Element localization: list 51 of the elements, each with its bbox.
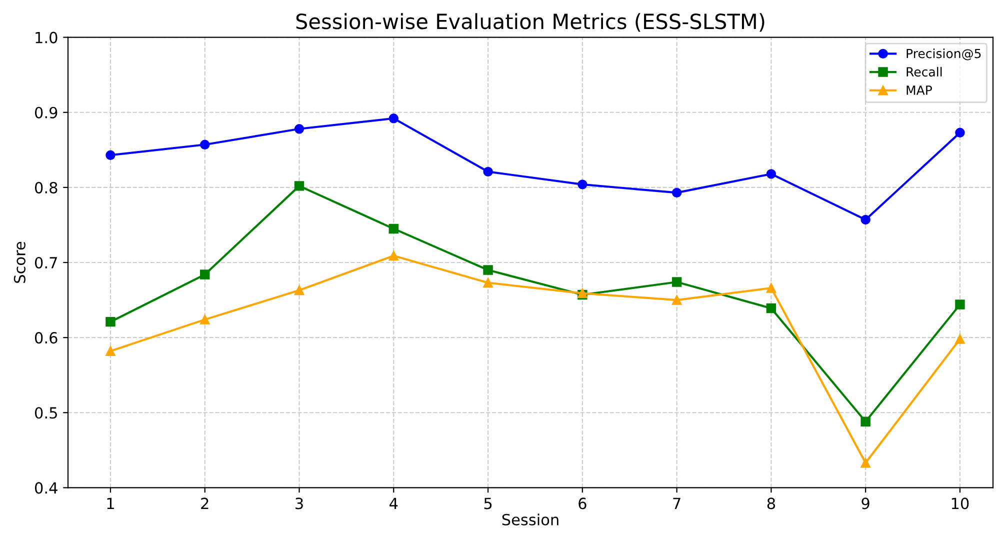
point: [294, 285, 304, 296]
point: [200, 314, 210, 324]
point: [860, 416, 870, 426]
x-tick-label: 4: [390, 498, 398, 510]
point: [672, 277, 682, 287]
point: [955, 300, 965, 310]
point: [860, 214, 870, 225]
point: [955, 334, 965, 344]
point: [200, 270, 210, 280]
point: [294, 181, 304, 191]
point: [766, 303, 776, 314]
chart-title: Session-wise Evaluation Metrics (ESS-SLSTM): [296, 13, 764, 32]
y-tick-label: 0.5: [34, 407, 57, 419]
point: [200, 140, 210, 150]
x-axis-title: Session: [502, 514, 558, 526]
point: [388, 250, 398, 261]
y-tick-label: 0.7: [34, 256, 57, 269]
point: [294, 124, 304, 134]
point: [860, 458, 870, 468]
point: [483, 265, 493, 275]
x-tick-label: 3: [296, 498, 303, 510]
point: [388, 114, 398, 124]
x-tick-label: 7: [673, 498, 680, 510]
point: [483, 166, 493, 177]
point: [388, 224, 398, 234]
point: [672, 188, 682, 198]
y-tick-label: 0.4: [34, 482, 58, 494]
x-tick-label: 10: [952, 498, 969, 510]
point: [672, 295, 682, 305]
legend-label: MAP: [906, 86, 932, 95]
point: [106, 316, 116, 327]
point: [106, 346, 116, 356]
legend-label: Precision@5: [906, 48, 981, 60]
point: [955, 128, 965, 138]
x-tick-label: 9: [862, 498, 870, 510]
y-tick-label: 0.9: [34, 106, 58, 118]
y-tick-label: 1.0: [36, 32, 58, 44]
x-tick-label: 8: [767, 498, 776, 510]
legend-label: Recall: [906, 66, 942, 77]
y-axis-title: Score: [14, 242, 26, 283]
point: [766, 169, 776, 179]
x-tick-label: 5: [484, 498, 492, 510]
y-tick-label: 0.8: [34, 182, 58, 194]
x-tick-label: 1: [107, 498, 114, 510]
y-tick-label: 0.6: [34, 332, 58, 344]
x-tick-label: 2: [201, 498, 208, 510]
point: [578, 180, 588, 190]
point: [483, 278, 493, 288]
x-tick-label: 6: [578, 498, 586, 510]
point: [766, 283, 776, 293]
point: [106, 150, 116, 160]
